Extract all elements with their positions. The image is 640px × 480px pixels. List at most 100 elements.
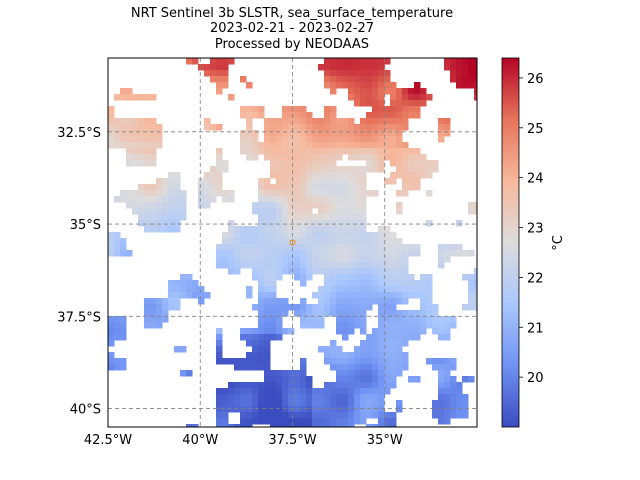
sst-pixel — [360, 400, 367, 407]
sst-pixel — [276, 124, 283, 131]
sst-pixel — [252, 154, 259, 161]
sst-pixel — [108, 232, 115, 239]
sst-pixel — [366, 166, 373, 173]
sst-pixel — [234, 400, 241, 407]
sst-pixel — [264, 136, 271, 143]
sst-pixel — [120, 250, 127, 257]
sst-pixel — [384, 424, 391, 427]
sst-pixel — [408, 316, 415, 323]
sst-pixel — [450, 58, 457, 65]
sst-pixel — [354, 412, 361, 419]
sst-pixel — [168, 172, 175, 179]
sst-pixel — [420, 94, 427, 101]
sst-pixel — [264, 340, 271, 347]
sst-pixel — [384, 244, 391, 251]
sst-pixel — [342, 334, 349, 341]
sst-pixel — [258, 394, 265, 401]
sst-pixel — [306, 112, 313, 119]
sst-pixel — [288, 106, 295, 113]
sst-pixel — [390, 94, 397, 101]
sst-pixel — [246, 142, 253, 149]
sst-pixel — [246, 82, 253, 89]
sst-pixel — [408, 100, 415, 107]
colorbar-label: °C — [551, 235, 566, 251]
sst-pixel — [300, 124, 307, 131]
sst-pixel — [258, 310, 265, 317]
sst-pixel — [408, 166, 415, 173]
sst-pixel — [360, 244, 367, 251]
sst-pixel — [384, 334, 391, 341]
sst-pixel — [204, 196, 211, 203]
sst-pixel — [126, 250, 133, 257]
sst-pixel — [384, 76, 391, 83]
sst-pixel — [162, 184, 169, 191]
sst-pixel — [258, 196, 265, 203]
sst-pixel — [228, 220, 235, 227]
sst-pixel — [294, 370, 301, 377]
sst-pixel — [150, 154, 157, 161]
sst-pixel — [312, 418, 319, 425]
sst-pixel — [354, 370, 361, 377]
sst-pixel — [384, 178, 391, 185]
sst-pixel — [414, 112, 421, 119]
sst-pixel — [330, 304, 337, 311]
sst-pixel — [120, 364, 127, 371]
sst-pixel — [456, 244, 463, 251]
sst-pixel — [312, 226, 319, 233]
sst-pixel — [258, 298, 265, 305]
sst-pixel — [432, 322, 439, 329]
sst-pixel — [330, 178, 337, 185]
sst-pixel — [114, 250, 121, 257]
sst-pixel — [252, 262, 259, 269]
sst-pixel — [312, 316, 319, 323]
sst-pixel — [240, 382, 247, 389]
sst-pixel — [372, 358, 379, 365]
sst-pixel — [414, 184, 421, 191]
sst-pixel — [360, 232, 367, 239]
sst-pixel — [336, 316, 343, 323]
sst-pixel — [174, 214, 181, 221]
sst-pixel — [264, 418, 271, 425]
sst-pixel — [318, 166, 325, 173]
sst-pixel — [342, 172, 349, 179]
sst-pixel — [138, 148, 145, 155]
sst-pixel — [312, 250, 319, 257]
sst-pixel — [330, 400, 337, 407]
sst-pixel — [168, 226, 175, 233]
sst-pixel — [384, 412, 391, 419]
sst-pixel — [378, 364, 385, 371]
sst-pixel — [450, 250, 457, 257]
sst-pixel — [348, 184, 355, 191]
sst-pixel — [318, 388, 325, 395]
sst-pixel — [150, 130, 157, 137]
sst-pixel — [300, 304, 307, 311]
sst-pixel — [390, 160, 397, 167]
sst-pixel — [396, 172, 403, 179]
sst-pixel — [246, 340, 253, 347]
sst-pixel — [384, 358, 391, 365]
sst-pixel — [324, 358, 331, 365]
sst-pixel — [192, 286, 199, 293]
sst-pixel — [306, 214, 313, 221]
sst-pixel — [408, 160, 415, 167]
sst-pixel — [366, 334, 373, 341]
sst-pixel — [384, 340, 391, 347]
sst-pixel — [306, 412, 313, 419]
sst-pixel — [342, 322, 349, 329]
sst-pixel — [318, 418, 325, 425]
sst-pixel — [354, 190, 361, 197]
sst-pixel — [384, 352, 391, 359]
sst-pixel — [342, 412, 349, 419]
sst-pixel — [282, 118, 289, 125]
sst-pixel — [324, 232, 331, 239]
sst-pixel — [336, 208, 343, 215]
sst-pixel — [360, 172, 367, 179]
sst-pixel — [330, 394, 337, 401]
sst-pixel — [396, 364, 403, 371]
sst-pixel — [276, 142, 283, 149]
sst-pixel — [258, 406, 265, 413]
sst-pixel — [216, 88, 223, 95]
sst-pixel — [276, 274, 283, 281]
sst-pixel — [294, 202, 301, 209]
